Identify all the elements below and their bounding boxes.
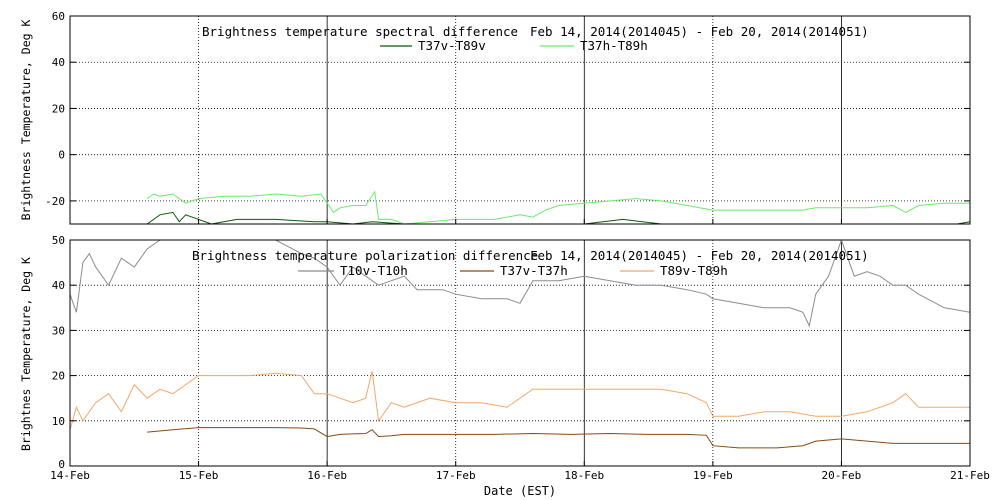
legend-label-t37h-t89h: T37h-T89h — [580, 38, 648, 53]
x-tick-label-16-feb: 16-Feb — [307, 469, 347, 482]
panel-1-date-range: Feb 14, 2014(2014045) - Feb 20, 2014(201… — [530, 24, 869, 39]
x-tick-label-15-feb: 15-Feb — [179, 469, 219, 482]
panel-2-series — [70, 240, 970, 449]
legend-label-t10v-t10h: T10v-T10h — [340, 263, 408, 278]
spectral-difference-panel: -20 0 20 40 60 Brightness temperature spectr… — [19, 10, 971, 225]
series-line-t37v-t89v — [146, 211, 970, 224]
x-tick-label-19-feb: 19-Feb — [693, 469, 733, 482]
x-tick-label-20-feb: 20-Feb — [822, 469, 862, 482]
p2-y-tick-label-40: 40 — [52, 279, 65, 292]
legend-label-t89v-t89h: T89v-T89h — [660, 263, 728, 278]
p1-y-tick-label-neg20: -20 — [45, 195, 65, 208]
x-axis-label: Date (EST) — [484, 484, 556, 498]
x-tick-label-14-feb: 14-Feb — [50, 469, 90, 482]
p2-plot-frame — [69, 239, 971, 467]
panel-1-grid — [70, 16, 970, 224]
x-tick-label-17-feb: 17-Feb — [436, 469, 476, 482]
panel-1-series — [146, 190, 970, 224]
panel-1-axes: -20 0 20 40 60 — [45, 10, 971, 225]
p1-y-tick-label-60: 60 — [52, 10, 65, 23]
legend-label-t37v-t89v: T37v-T89v — [418, 38, 486, 53]
x-tick-label-21-feb: 21-Feb — [950, 469, 990, 482]
p2-y-tick-label-10: 10 — [52, 415, 65, 428]
polarization-difference-panel: 14-Feb 15-Feb 16-Feb 17-Feb 18-Feb 19-Feb 20-F… — [19, 234, 990, 482]
panel-2-title: Brightness temperature polarization diff… — [192, 248, 538, 263]
panel-1-ylabel: Brightness Temperature, Deg K — [19, 20, 33, 221]
p2-y-tick-label-50: 50 — [52, 234, 65, 247]
p2-y-tick-label-20: 20 — [52, 370, 65, 383]
series-line-t37h-t89h — [146, 190, 970, 224]
legend-label-t37v-t37h: T37v-T37h — [500, 263, 568, 278]
panel-2-ylabel: Brightnes Temperature, Deg K — [19, 257, 33, 451]
panel-1-title: Brightness temperature spectral differen… — [202, 24, 518, 39]
p1-y-tick-label-0: 0 — [58, 149, 65, 162]
panel-2-date-range: Feb 14, 2014(2014045) - Feb 20, 2014(201… — [530, 248, 869, 263]
p1-y-tick-label-40: 40 — [52, 56, 65, 69]
series-line-t10v-t10h — [70, 240, 970, 328]
panel-2-legend: T10v-T10h T37v-T37h T89v-T89h — [298, 263, 728, 278]
p2-y-tick-label-0: 0 — [58, 458, 65, 471]
p1-plot-frame — [69, 15, 971, 225]
panel-1-legend: T37v-T89v T37h-T89h — [380, 38, 648, 53]
series-line-t37v-t37h — [147, 427, 970, 449]
series-line-t89v-t89h — [70, 370, 970, 430]
p2-y-tick-label-30: 30 — [52, 324, 65, 337]
p1-y-tick-label-20: 20 — [52, 102, 65, 115]
panel-2-axes: 14-Feb 15-Feb 16-Feb 17-Feb 18-Feb 19-Feb 20-F… — [50, 234, 990, 482]
x-tick-label-18-feb: 18-Feb — [564, 469, 604, 482]
